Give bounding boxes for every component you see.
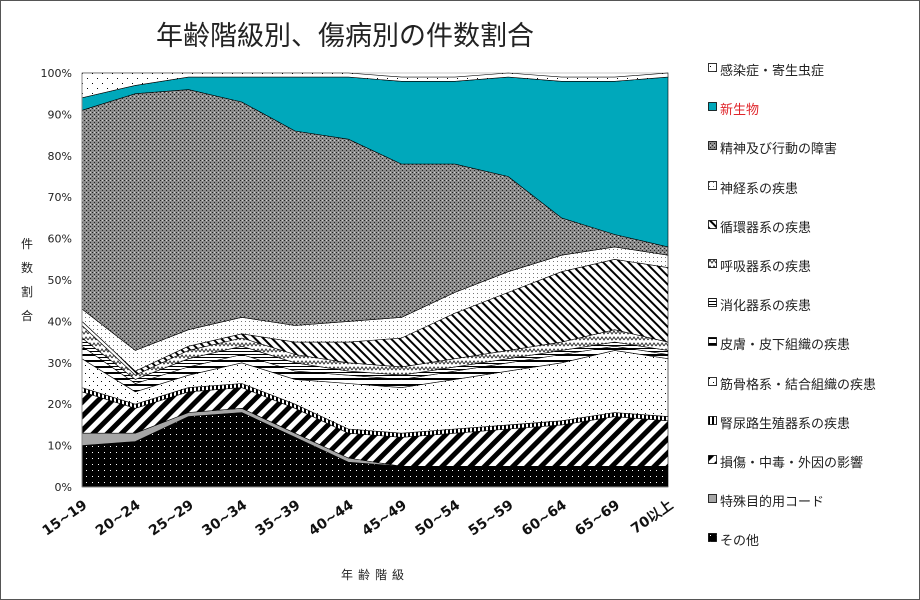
- legend: 感染症・寄生虫症 新生物精神及び行動の障害 神経系の疾患 循環器系の疾患 呼吸器系の疾患…: [700, 48, 912, 557]
- legend-swatch: [708, 494, 717, 503]
- legend-label: 腎尿路生殖器系の疾患: [720, 416, 851, 432]
- legend-item: その他: [700, 518, 912, 557]
- legend-swatch: [708, 298, 717, 308]
- area-series-12: [81, 72, 669, 99]
- legend-swatch: [708, 219, 717, 229]
- legend-label: 筋骨格系・結合組織の疾患: [720, 377, 877, 393]
- legend-swatch: [708, 454, 717, 464]
- legend-swatch: [708, 102, 717, 112]
- y-tick-label: 50%: [48, 274, 72, 287]
- y-axis-label: 件数割合: [20, 237, 33, 323]
- legend-swatch: [708, 415, 717, 425]
- legend-label: 新生物: [720, 103, 760, 119]
- y-tick-label: 70%: [48, 191, 72, 204]
- legend-swatch: [708, 337, 717, 347]
- legend-swatch: [708, 259, 717, 268]
- legend-item: 循環器系の疾患: [700, 205, 912, 244]
- legend-item: 新生物: [700, 87, 912, 126]
- legend-label: 神経系の疾患: [720, 181, 799, 197]
- y-tick-label: 40%: [48, 315, 72, 328]
- legend-item: 呼吸器系の疾患: [700, 244, 912, 283]
- y-tick-label: 80%: [48, 150, 72, 163]
- y-tick-label: 10%: [48, 440, 72, 453]
- x-tick-label: 20~24: [93, 497, 144, 539]
- x-tick-label: 50~54: [412, 497, 463, 539]
- legend-item: 感染症・寄生虫症: [700, 48, 912, 87]
- legend-label: 消化器系の疾患: [720, 299, 812, 315]
- legend-label: 循環器系の疾患: [720, 220, 812, 236]
- y-tick-label: 60%: [48, 233, 72, 246]
- legend-swatch: [708, 533, 717, 543]
- legend-swatch: [708, 141, 717, 151]
- legend-label: 特殊目的用コード: [720, 495, 825, 511]
- y-tick-label: 0%: [55, 481, 72, 494]
- legend-item: 特殊目的用コード: [700, 479, 912, 518]
- legend-item: 神経系の疾患: [700, 166, 912, 205]
- y-tick-label: 100%: [41, 67, 72, 80]
- legend-item: 損傷・中毒・外因の影響: [700, 440, 912, 479]
- x-tick-label: 30~34: [199, 497, 250, 539]
- x-tick-label: 35~39: [253, 497, 304, 539]
- legend-label: 感染症・寄生虫症: [720, 64, 825, 79]
- legend-label: 損傷・中毒・外因の影響: [720, 455, 864, 471]
- legend-swatch: [708, 63, 717, 72]
- legend-label: 皮膚・皮下組織の疾患: [720, 338, 851, 354]
- x-tick-label: 15~19: [40, 497, 91, 539]
- y-tick-label: 20%: [48, 398, 72, 411]
- x-tick-label: 60~64: [519, 497, 570, 539]
- legend-item: 皮膚・皮下組織の疾患: [700, 322, 912, 361]
- legend-label: 呼吸器系の疾患: [720, 259, 812, 275]
- x-tick-label: 40~44: [306, 497, 357, 539]
- x-tick-label: 45~49: [359, 497, 410, 539]
- x-tick-label: 65~69: [572, 497, 623, 539]
- y-tick-label: 30%: [48, 357, 72, 370]
- plot-area: 0% 10% 20% 30% 40% 50% 60% 70% 80% 90% 100% 15~19 20…: [40, 67, 677, 539]
- legend-label: 精神及び行動の障害: [720, 142, 838, 158]
- x-tick-label: 55~59: [466, 497, 517, 539]
- chart-title: 年齢階級別、傷病別の件数割合: [156, 21, 534, 52]
- legend-item: 筋骨格系・結合組織の疾患: [700, 362, 912, 401]
- legend-item: 腎尿路生殖器系の疾患: [700, 401, 912, 440]
- legend-swatch: [708, 376, 717, 386]
- legend-item: 精神及び行動の障害: [700, 126, 912, 165]
- x-axis-label: 年齢階級: [340, 568, 409, 582]
- x-tick-label: 25~29: [146, 497, 197, 539]
- y-tick-label: 90%: [48, 108, 72, 121]
- legend-label: その他: [720, 534, 760, 550]
- legend-item: 消化器系の疾患: [700, 283, 912, 322]
- legend-swatch: [708, 180, 717, 190]
- x-tick-label: 70以上: [628, 497, 676, 537]
- areas-layer: [81, 72, 669, 488]
